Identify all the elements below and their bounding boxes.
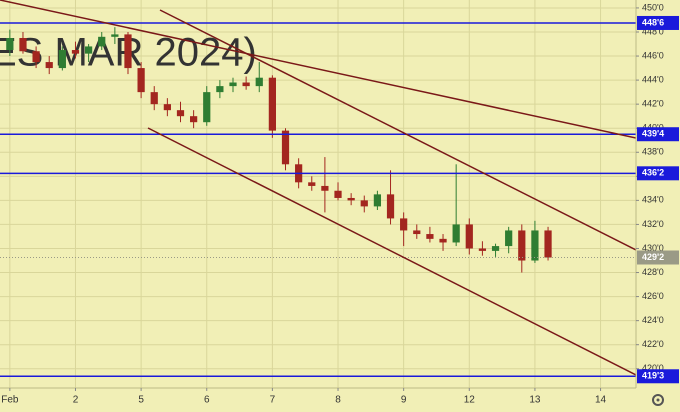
y-tick-label: 432'0 <box>642 219 664 229</box>
price-label-box <box>637 250 679 265</box>
candle-body <box>360 200 368 207</box>
candle-body <box>84 46 93 54</box>
candle-body <box>400 218 408 231</box>
candle-body <box>6 38 14 51</box>
candle-body <box>518 230 526 261</box>
trend-line <box>159 9 637 251</box>
candle-body <box>308 182 316 186</box>
y-tick-label: 424'0 <box>642 315 664 325</box>
y-tick-label: 434'0 <box>642 195 664 205</box>
candle-body <box>45 62 53 69</box>
candle-body <box>203 92 211 123</box>
y-tick-label: 442'0 <box>642 99 664 109</box>
candle-body <box>124 34 132 69</box>
price-label: 448'6 <box>642 17 664 27</box>
settings-button[interactable] <box>652 394 664 406</box>
candle-body <box>478 248 487 251</box>
candle-body <box>216 86 224 93</box>
candle-body <box>255 77 263 87</box>
x-tick-label: 9 <box>401 395 407 406</box>
y-tick-label: 444'0 <box>642 74 664 84</box>
candle-body <box>426 234 434 239</box>
price-label: 429'2 <box>642 252 664 262</box>
trend-line <box>0 0 637 139</box>
candle-body <box>163 104 171 111</box>
x-tick-label: 14 <box>595 395 607 406</box>
x-tick-label: 13 <box>529 395 541 406</box>
x-tick-label: Feb <box>1 395 19 406</box>
y-tick-label: 448'0 <box>642 26 664 36</box>
candle-body <box>190 116 198 123</box>
x-tick-label: 5 <box>138 395 144 406</box>
price-label-box <box>637 166 679 181</box>
candle-body <box>281 130 290 165</box>
candle-body <box>321 185 329 191</box>
price-label: 419'3 <box>642 371 664 381</box>
y-tick-label: 422'0 <box>642 339 664 349</box>
price-label-box <box>637 15 679 30</box>
price-label: 439'4 <box>642 129 664 139</box>
y-tick-label: 438'0 <box>642 147 664 157</box>
y-tick-label: 420'0 <box>642 363 664 373</box>
candle-body <box>465 224 473 249</box>
candle-body <box>531 230 539 261</box>
x-tick-label: 12 <box>464 395 476 406</box>
candle-body <box>452 224 460 243</box>
candle-body <box>413 230 421 235</box>
candle-body <box>439 238 447 243</box>
candle-body <box>58 50 66 69</box>
trend-line <box>147 127 637 376</box>
price-label-box <box>637 369 679 384</box>
candle-body <box>19 38 27 52</box>
candle-body <box>505 230 513 247</box>
price-label: 436'2 <box>642 168 664 178</box>
y-tick-label: 450'0 <box>642 2 664 12</box>
settings-icon[interactable] <box>652 394 664 406</box>
settings-icon-center <box>656 398 660 402</box>
candle-body <box>176 110 185 117</box>
y-tick-label: 430'0 <box>642 243 664 253</box>
candle-body <box>347 197 355 201</box>
axes: 420'0 422'0 424'0 426'0 428'0 430'0 432'0 434'0… <box>1 2 679 406</box>
candle-body <box>334 190 342 198</box>
candle-body <box>71 50 80 54</box>
price-label-box <box>637 127 679 142</box>
x-tick-label: 6 <box>204 395 210 406</box>
y-tick-label: 426'0 <box>642 291 664 301</box>
candle-body <box>32 51 40 63</box>
candle-body <box>242 82 250 87</box>
candle-body <box>98 36 106 47</box>
candle-body <box>544 230 552 258</box>
candle-body <box>268 77 276 131</box>
x-tick-label: 2 <box>73 395 79 406</box>
candle-body <box>111 34 119 37</box>
candle-body <box>386 194 395 219</box>
candle-body <box>137 68 145 93</box>
y-tick-label: 446'0 <box>642 50 664 60</box>
candle-body <box>229 82 237 87</box>
candle-body <box>373 194 382 207</box>
x-tick-label: 7 <box>270 395 276 406</box>
candle-body <box>150 92 158 105</box>
candle-body <box>491 246 500 251</box>
y-tick-label: 428'0 <box>642 267 664 277</box>
x-tick-label: 8 <box>335 395 341 406</box>
